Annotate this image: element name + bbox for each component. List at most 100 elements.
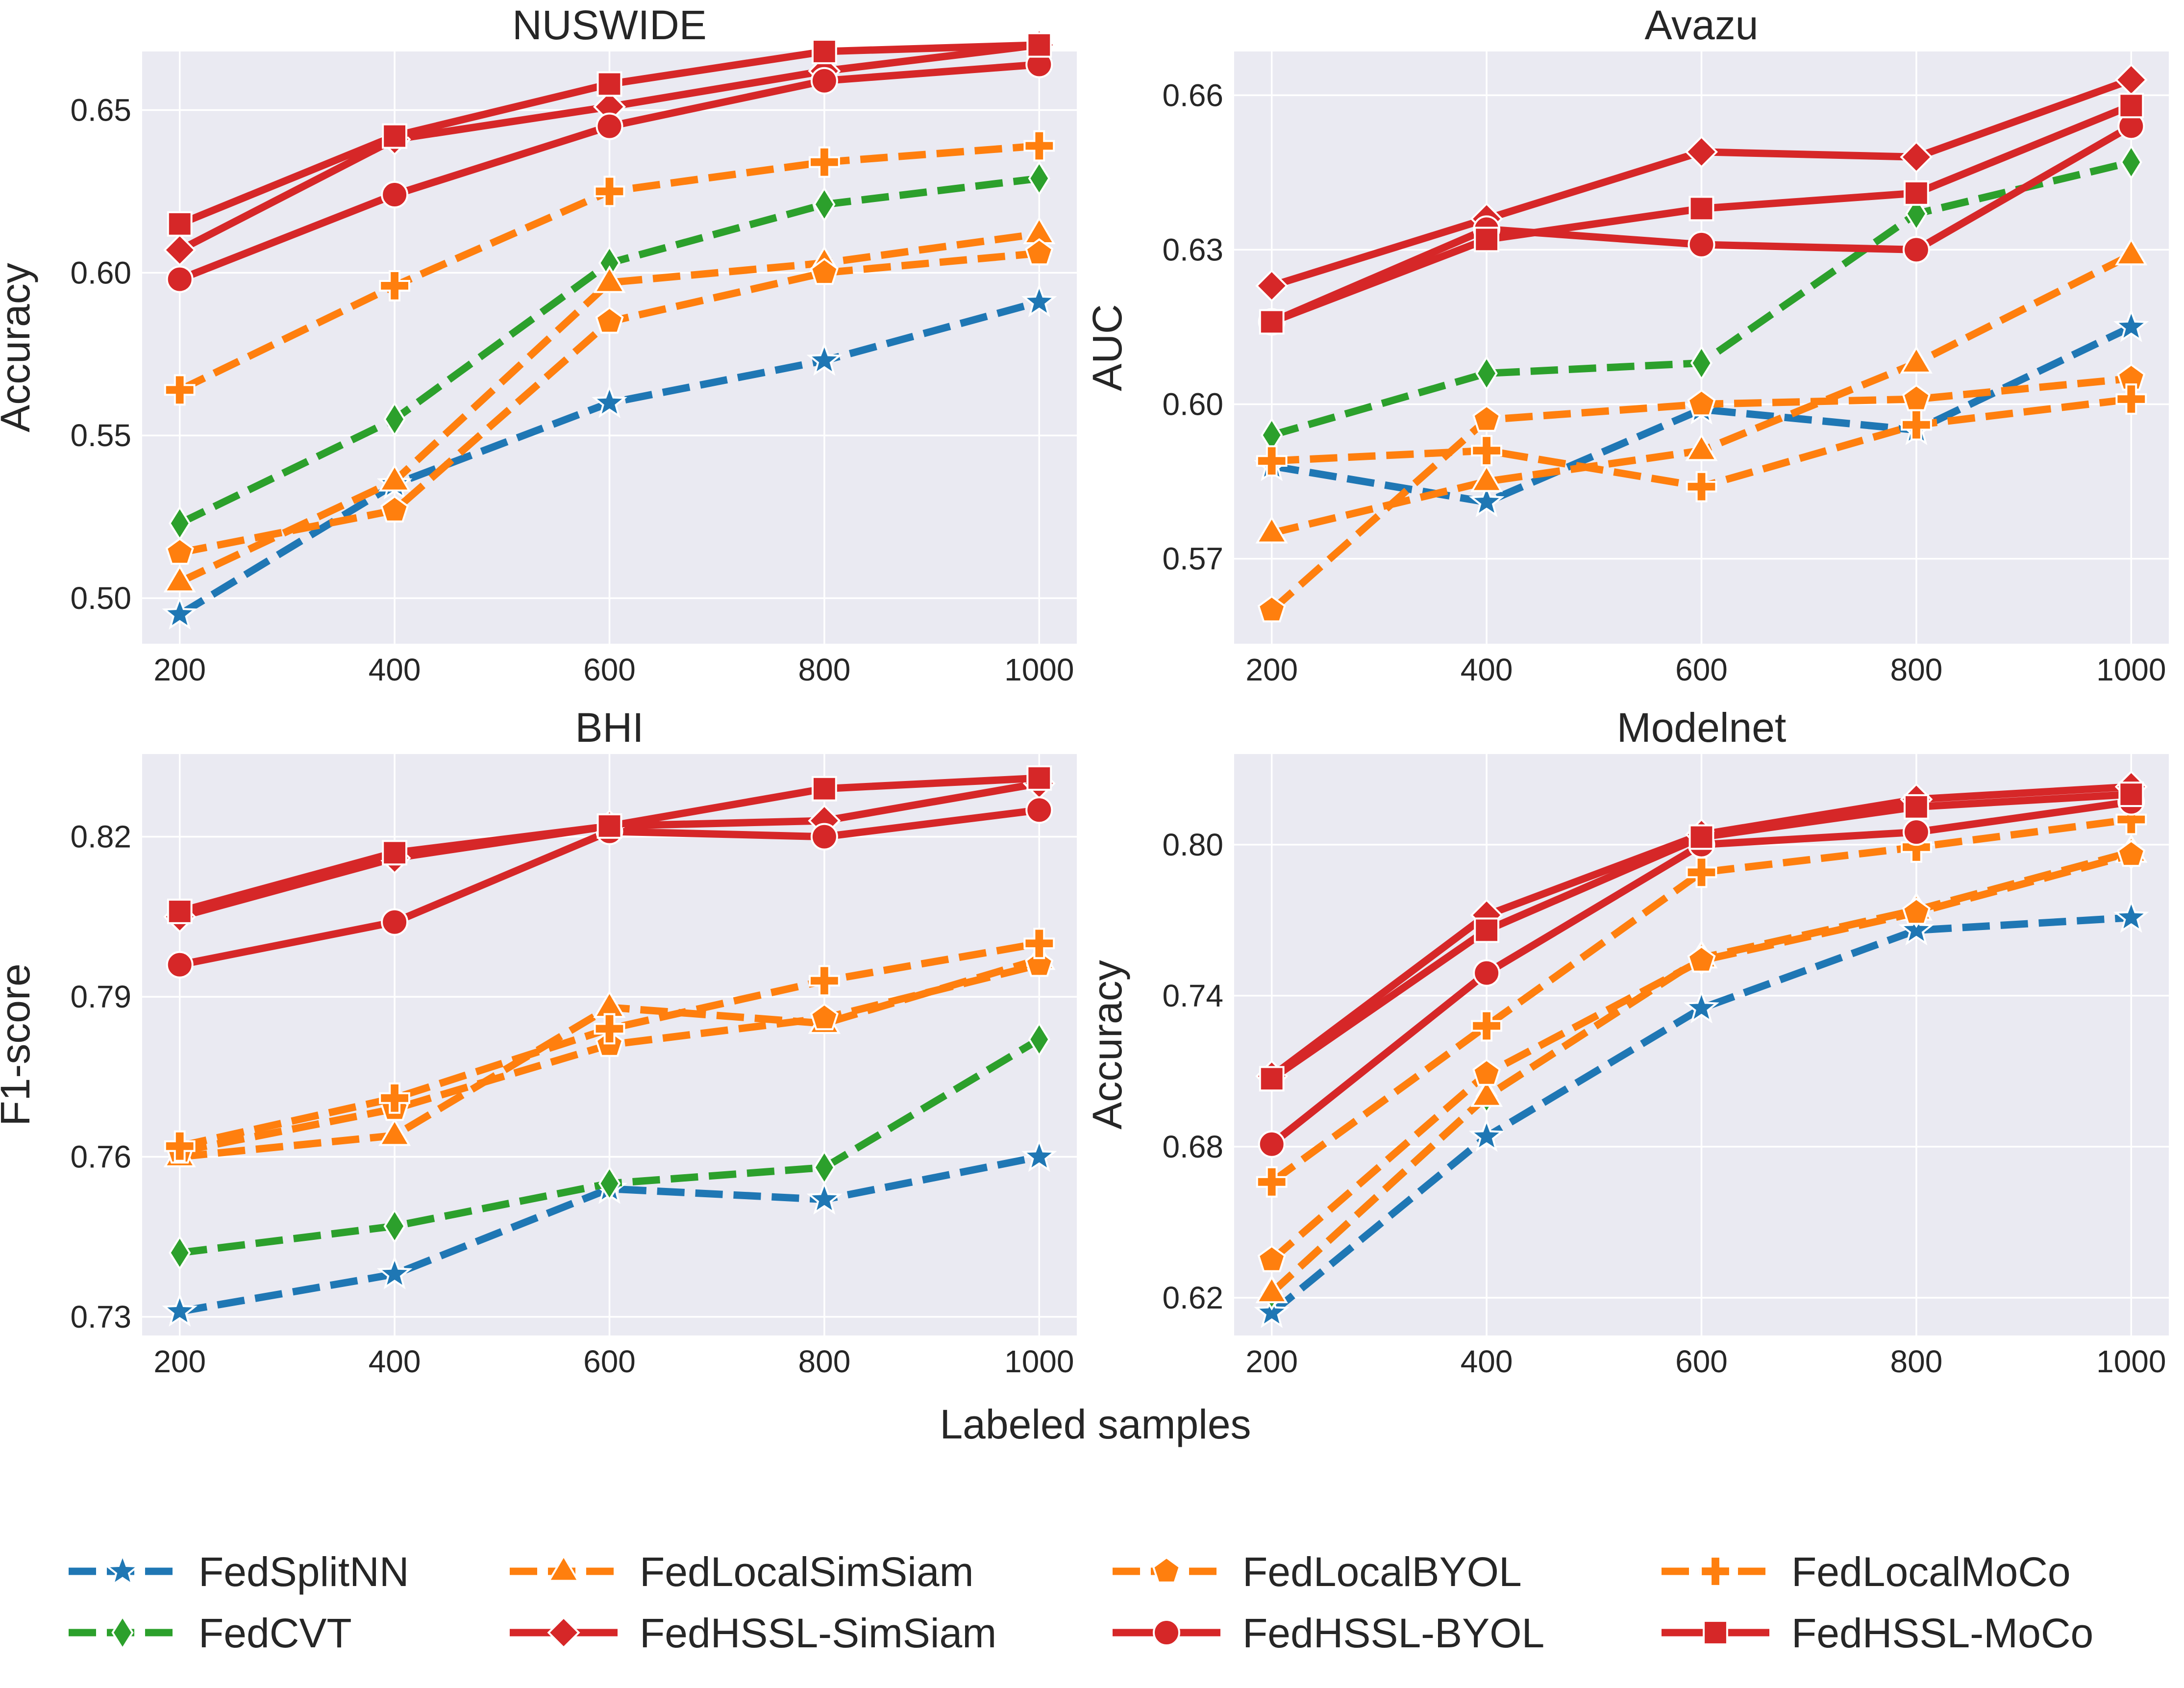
data-point [810, 823, 838, 851]
series-fedcvt [169, 160, 1050, 541]
data-point [379, 1082, 410, 1114]
series-fedhssl-moco [1259, 781, 2144, 1092]
x-tick-label: 600 [583, 652, 636, 687]
legend-marker [547, 1616, 580, 1649]
data-point [1686, 857, 1717, 888]
x-tick-label: 200 [1245, 1344, 1298, 1379]
series-line [1269, 816, 2132, 1185]
legend-marker [1703, 1620, 1728, 1645]
data-point [1025, 796, 1053, 824]
data-point [1903, 794, 1929, 820]
data-point [1255, 269, 1289, 302]
data-point [810, 257, 839, 285]
data-point [595, 306, 624, 334]
x-tick-label: 400 [369, 652, 421, 687]
data-point [164, 1130, 196, 1162]
data-point [811, 776, 837, 802]
y-tick-label: 0.63 [1162, 232, 1223, 267]
series-line [179, 1153, 1040, 1315]
data-point [167, 211, 193, 237]
data-point [1902, 236, 1930, 264]
x-tick-label: 200 [153, 1344, 206, 1379]
data-point [1259, 309, 1285, 335]
data-point [1900, 140, 1933, 174]
data-point [382, 123, 408, 149]
x-tick-label: 1000 [1004, 652, 1074, 687]
panel-title: NUSWIDE [512, 2, 707, 48]
data-point [383, 401, 406, 437]
panel-title: Avazu [1645, 2, 1759, 48]
legend-marker [1152, 1556, 1181, 1584]
data-point [1685, 433, 1718, 461]
data-point [379, 270, 410, 302]
x-tick-label: 400 [369, 1344, 421, 1379]
y-tick-label: 0.82 [70, 819, 131, 855]
y-tick-label: 0.65 [70, 92, 131, 127]
data-point [1259, 1066, 1285, 1092]
series-line [1269, 914, 2132, 1316]
data-point [1257, 595, 1286, 623]
data-point [1690, 345, 1713, 381]
data-point [1687, 945, 1716, 973]
data-point [1254, 1294, 1290, 1328]
y-tick-label: 0.76 [70, 1139, 131, 1174]
data-point [594, 1013, 625, 1045]
data-point [1687, 389, 1716, 417]
data-point [1686, 471, 1717, 503]
data-point [1255, 516, 1288, 544]
data-point [1023, 130, 1055, 162]
data-point [1900, 346, 1933, 374]
data-point [165, 537, 194, 565]
legend-marker [1700, 1556, 1731, 1587]
y-tick-label: 0.55 [70, 418, 131, 453]
data-point [164, 374, 196, 406]
data-point [1470, 1079, 1503, 1107]
data-point [382, 840, 408, 866]
data-point [163, 564, 196, 593]
panel-title: Modelnet [1617, 705, 1787, 751]
data-point [166, 265, 194, 293]
data-point [1021, 283, 1057, 318]
data-point [1028, 160, 1050, 197]
series-fedlocalmoco [164, 928, 1055, 1162]
y-tick-label: 0.50 [70, 580, 131, 616]
legend-entry-fedsplitnn: FedSplitNN [69, 1549, 409, 1595]
data-point [1471, 435, 1502, 466]
series-fedlocalbyol [165, 238, 1054, 565]
legend-label: FedLocalMoCo [1791, 1549, 2071, 1595]
panel-modelnet: 200 400 600 800 1000 0.62 0.68 0.74 0.80 Modelnet… [1084, 705, 2169, 1379]
series-fedhssl-moco [1259, 93, 2144, 335]
series-fedhssl-byol [166, 50, 1053, 293]
data-point [1026, 32, 1052, 58]
data-point [381, 908, 409, 936]
data-point [1688, 230, 1715, 258]
data-point [1475, 355, 1498, 391]
panels: 200 400 600 800 1000 0.50 0.55 0.60 0.65 NUSWIDE A… [0, 2, 2169, 1379]
data-point [1901, 409, 1932, 441]
data-point [1026, 765, 1052, 791]
y-axis-label: Accuracy [0, 263, 38, 432]
data-point [810, 67, 838, 95]
data-point [2120, 144, 2142, 180]
figure-xlabel: Labeled samples [940, 1401, 1251, 1447]
panel-bhi: 200 400 600 800 1000 0.73 0.76 0.79 0.82 BHI F1-sc… [0, 705, 1077, 1379]
legend-entry-fedhssl-byol: FedHSSL-BYOL [1113, 1610, 1544, 1656]
data-point [598, 1165, 621, 1202]
data-point [1025, 238, 1054, 266]
series-fedhssl-moco [167, 32, 1052, 237]
data-point [2113, 899, 2149, 933]
data-point [593, 265, 626, 293]
data-point [1468, 1118, 1505, 1152]
x-tick-label: 400 [1461, 1344, 1513, 1379]
series-fedsplitnn [162, 283, 1057, 630]
data-point [594, 176, 625, 207]
data-point [596, 71, 622, 97]
series-fedlocalsimsiam [1255, 237, 2148, 544]
y-axis-label: F1-score [0, 963, 38, 1126]
data-point [381, 181, 409, 209]
data-point [1468, 483, 1505, 518]
y-tick-label: 0.62 [1162, 1280, 1223, 1315]
data-point [1470, 464, 1503, 492]
data-point [1902, 897, 1931, 925]
legend-label: FedHSSL-BYOL [1242, 1610, 1544, 1656]
